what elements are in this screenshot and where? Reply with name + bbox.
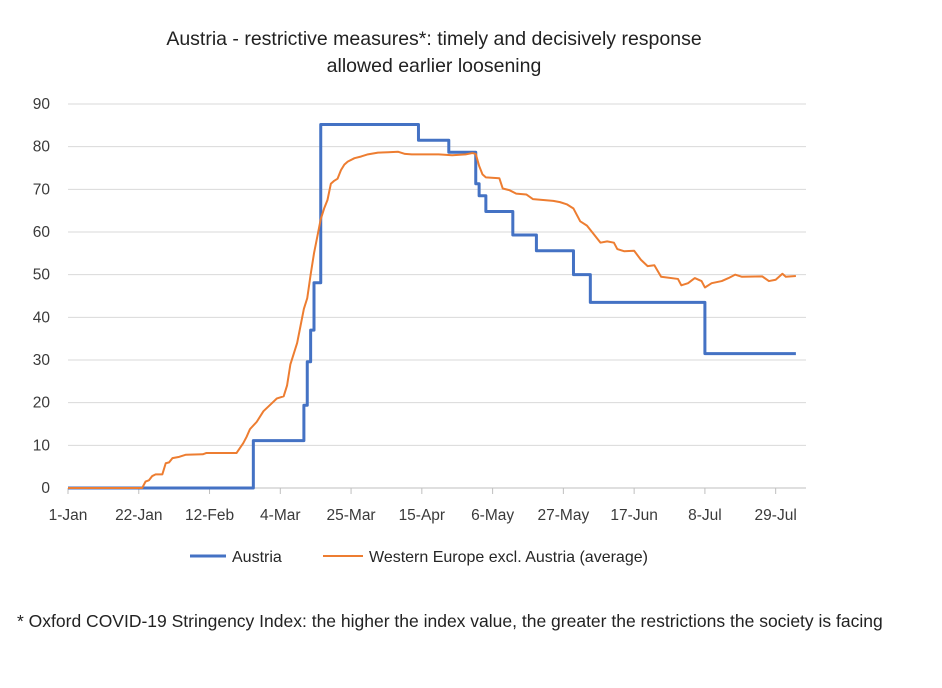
chart-title: Austria - restrictive measures*: timely … <box>0 26 868 80</box>
y-tick-label: 20 <box>33 395 51 412</box>
y-tick-label: 0 <box>41 480 50 497</box>
legend: Austria Western Europe excl. Austria (ave… <box>190 549 648 566</box>
y-tick-label: 30 <box>33 352 51 369</box>
x-tick-label: 17-Jun <box>610 507 657 524</box>
y-tick-label: 80 <box>33 139 51 156</box>
x-tick-label: 29-Jul <box>755 507 797 524</box>
legend-label-western-europe: Western Europe excl. Austria (average) <box>369 549 648 566</box>
y-axis-tick-labels: 0 10 20 30 40 50 60 70 80 90 <box>33 96 51 497</box>
gridlines <box>68 103 806 489</box>
x-tick-label: 6-May <box>471 507 514 524</box>
x-tick-label: 25-Mar <box>327 507 376 524</box>
x-tick-label: 1-Jan <box>49 507 88 524</box>
y-tick-label: 50 <box>33 267 51 284</box>
y-tick-label: 40 <box>33 309 51 326</box>
y-tick-label: 10 <box>33 437 51 454</box>
series-line-austria <box>68 122 796 490</box>
series-lines <box>68 122 796 490</box>
x-axis-tick-labels: 1-Jan 22-Jan 12-Feb 4-Mar 25-Mar 15-Apr 6-May 2… <box>49 488 797 524</box>
series-line-western-europe <box>68 150 796 489</box>
chart-title-line-1: Austria - restrictive measures*: timely … <box>166 28 702 50</box>
x-tick-label: 4-Mar <box>260 507 300 524</box>
x-tick-label: 12-Feb <box>185 507 234 524</box>
footnote: * Oxford COVID-19 Stringency Index: the … <box>17 611 883 631</box>
line-chart: 0 10 20 30 40 50 60 70 80 90 1-Jan 22-Jan 12-Feb 4-M… <box>33 96 806 566</box>
y-tick-label: 90 <box>33 96 51 113</box>
x-tick-label: 15-Apr <box>399 507 446 524</box>
y-tick-label: 70 <box>33 181 51 198</box>
legend-label-austria: Austria <box>232 549 282 566</box>
y-tick-label: 60 <box>33 224 51 241</box>
x-tick-label: 8-Jul <box>688 507 722 524</box>
x-tick-label: 22-Jan <box>115 507 162 524</box>
chart-title-line-2: allowed earlier loosening <box>326 55 542 77</box>
x-tick-label: 27-May <box>538 507 590 524</box>
